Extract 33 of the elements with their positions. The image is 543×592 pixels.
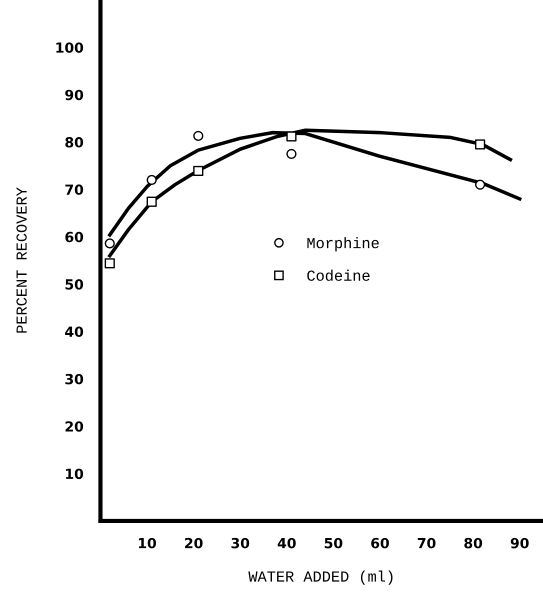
y-tick-label: 80 bbox=[65, 137, 84, 148]
x-tick-label: 90 bbox=[510, 538, 529, 548]
x-tick-label: 30 bbox=[231, 538, 250, 548]
point bbox=[193, 166, 204, 176]
x-tick-label: 80 bbox=[464, 538, 482, 548]
y-tick-label: 40 bbox=[65, 326, 84, 337]
x-tick-label: 50 bbox=[324, 538, 342, 548]
point bbox=[104, 238, 115, 249]
point bbox=[146, 174, 157, 186]
y-tick-label: 60 bbox=[65, 232, 84, 242]
x-tick-label: 40 bbox=[278, 538, 296, 548]
x-tick-label: 70 bbox=[418, 538, 436, 548]
point bbox=[193, 130, 204, 142]
x-tick-label: 20 bbox=[185, 538, 203, 548]
point bbox=[104, 258, 115, 268]
y-tick-label: 100 bbox=[56, 42, 84, 53]
y-tick-label: 50 bbox=[66, 279, 84, 290]
legend-label: Codeine bbox=[307, 270, 370, 281]
y-tick-label: 10 bbox=[66, 468, 84, 480]
x-tick-label: 60 bbox=[371, 538, 389, 548]
y-tick-label: 70 bbox=[65, 184, 84, 195]
point bbox=[286, 148, 297, 160]
y-tick-label: 30 bbox=[65, 374, 84, 384]
point bbox=[286, 131, 297, 142]
point bbox=[475, 180, 486, 190]
point bbox=[146, 196, 157, 207]
x-tick-label: 10 bbox=[138, 538, 156, 548]
x-axis-title: WATER ADDED (ml) bbox=[248, 570, 392, 585]
y-tick-label: 20 bbox=[66, 421, 84, 432]
legend-label: Morphine bbox=[307, 237, 379, 252]
y-axis-title: PERCENT RECOVERY bbox=[16, 187, 27, 333]
point bbox=[475, 139, 486, 150]
y-tick-label: 90 bbox=[65, 90, 84, 100]
